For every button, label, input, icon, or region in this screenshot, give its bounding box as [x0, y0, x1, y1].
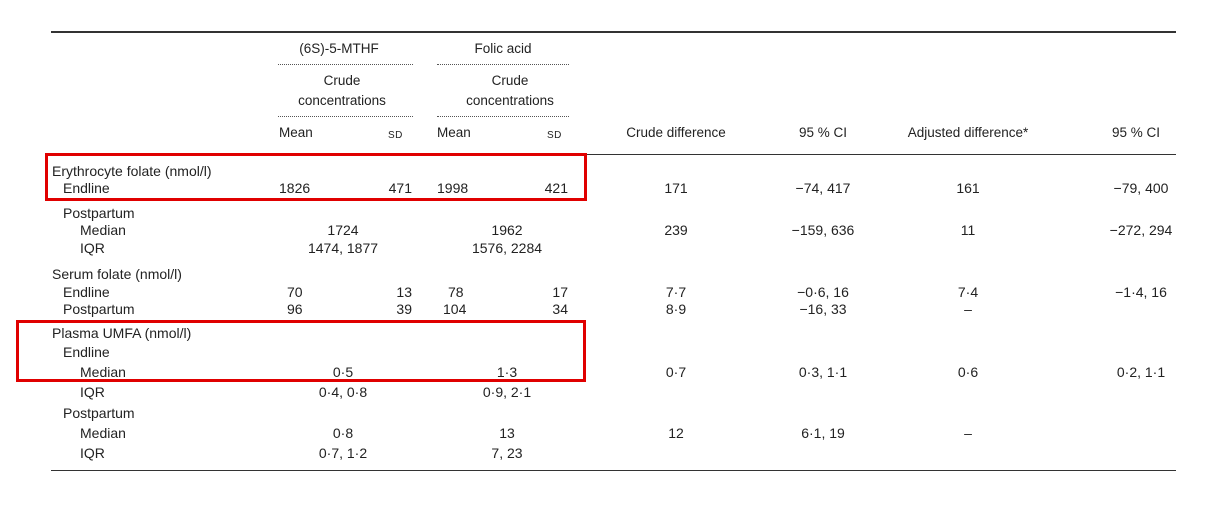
- table-cell: 0·2, 1·1: [1116, 364, 1166, 380]
- table-cell: 17: [552, 284, 568, 300]
- sd1-header: SD: [388, 130, 403, 141]
- row-label: IQR: [80, 240, 105, 256]
- table-cell: 0·9, 2·1: [482, 384, 532, 400]
- table-cell: −159, 636: [791, 222, 855, 238]
- table-cell: 8·9: [665, 301, 687, 317]
- row-label: Endline: [63, 284, 110, 300]
- table-bottom-rule: [51, 470, 1176, 471]
- mean2-header: Mean: [437, 125, 471, 140]
- table-cell: –: [964, 301, 972, 317]
- table-cell: 104: [443, 301, 467, 317]
- row-label: IQR: [80, 445, 105, 461]
- row-label: Endline: [63, 180, 110, 196]
- table-cell: 39: [396, 301, 412, 317]
- sub1-header-line1: Crude: [323, 73, 361, 88]
- table-cell: 1998: [437, 180, 469, 196]
- row-label: Endline: [63, 344, 110, 360]
- table-cell: −79, 400: [1113, 180, 1169, 196]
- table-cell: 0·4, 0·8: [318, 384, 368, 400]
- table-cell: 239: [664, 222, 688, 238]
- highlight-box-erythrocyte: [45, 153, 587, 201]
- table-cell: −272, 294: [1109, 222, 1173, 238]
- table-cell: 7, 23: [491, 445, 523, 461]
- sub2-underline: [437, 116, 569, 117]
- table-cell: 12: [668, 425, 684, 441]
- table-cell: 1826: [279, 180, 311, 196]
- row-label: Median: [80, 222, 126, 238]
- table-cell: 1·3: [496, 364, 518, 380]
- highlight-box-plasma-umfa: [16, 320, 586, 382]
- table-cell: 171: [664, 180, 688, 196]
- table-cell: 1474, 1877: [307, 240, 379, 256]
- table-cell: 0·7: [665, 364, 687, 380]
- row-label: IQR: [80, 384, 105, 400]
- ci2-header: 95 % CI: [1111, 125, 1161, 140]
- row-label: Plasma UMFA (nmol/l): [52, 325, 192, 341]
- table-cell: 0·6: [957, 364, 979, 380]
- table-cell: 70: [287, 284, 303, 300]
- table-cell: 0·3, 1·1: [798, 364, 848, 380]
- mean1-header: Mean: [279, 125, 313, 140]
- table-cell: 471: [388, 180, 412, 196]
- crude-diff-header: Crude difference: [626, 125, 726, 140]
- table-cell: −0·6, 16: [797, 284, 849, 300]
- table-top-rule: [51, 31, 1176, 33]
- sd2-header: SD: [547, 130, 562, 141]
- table-cell: 7·4: [957, 284, 979, 300]
- table-cell: −1·4, 16: [1115, 284, 1167, 300]
- row-label: Postpartum: [63, 205, 135, 221]
- table-cell: 0·5: [332, 364, 354, 380]
- row-label: Median: [80, 425, 126, 441]
- adj-diff-header: Adjusted difference*: [907, 125, 1029, 140]
- table-cell: 13: [396, 284, 412, 300]
- group1-header: (6S)-5-MTHF: [299, 41, 379, 56]
- row-label: Serum folate (nmol/l): [52, 266, 182, 282]
- sub2-header-line1: Crude: [491, 73, 529, 88]
- row-label: Postpartum: [63, 405, 135, 421]
- row-label: Postpartum: [63, 301, 135, 317]
- table-cell: 6·1, 19: [801, 425, 845, 441]
- table-cell: 0·7, 1·2: [318, 445, 368, 461]
- table-cell: 96: [287, 301, 303, 317]
- group1-underline: [278, 64, 413, 65]
- table-cell: 1724: [327, 222, 359, 238]
- row-label: Erythrocyte folate (nmol/l): [52, 163, 212, 179]
- group2-underline: [437, 64, 569, 65]
- table-cell: 0·8: [332, 425, 354, 441]
- ci1-header: 95 % CI: [798, 125, 848, 140]
- table-cell: 1962: [491, 222, 523, 238]
- table-cell: 13: [499, 425, 515, 441]
- header-bottom-rule: [51, 154, 1176, 155]
- table-cell: −74, 417: [795, 180, 851, 196]
- table-cell: 11: [960, 222, 976, 238]
- table-cell: 161: [956, 180, 980, 196]
- sub1-header-line2: concentrations: [298, 93, 386, 108]
- group2-header: Folic acid: [474, 41, 532, 56]
- table-cell: –: [964, 425, 972, 441]
- table-cell: 421: [544, 180, 568, 196]
- table-cell: 78: [448, 284, 464, 300]
- table-cell: 1576, 2284: [471, 240, 543, 256]
- table-cell: −16, 33: [799, 301, 847, 317]
- table-cell: 7·7: [665, 284, 687, 300]
- sub1-underline: [278, 116, 413, 117]
- row-label: Median: [80, 364, 126, 380]
- sub2-header-line2: concentrations: [466, 93, 554, 108]
- table-cell: 34: [552, 301, 568, 317]
